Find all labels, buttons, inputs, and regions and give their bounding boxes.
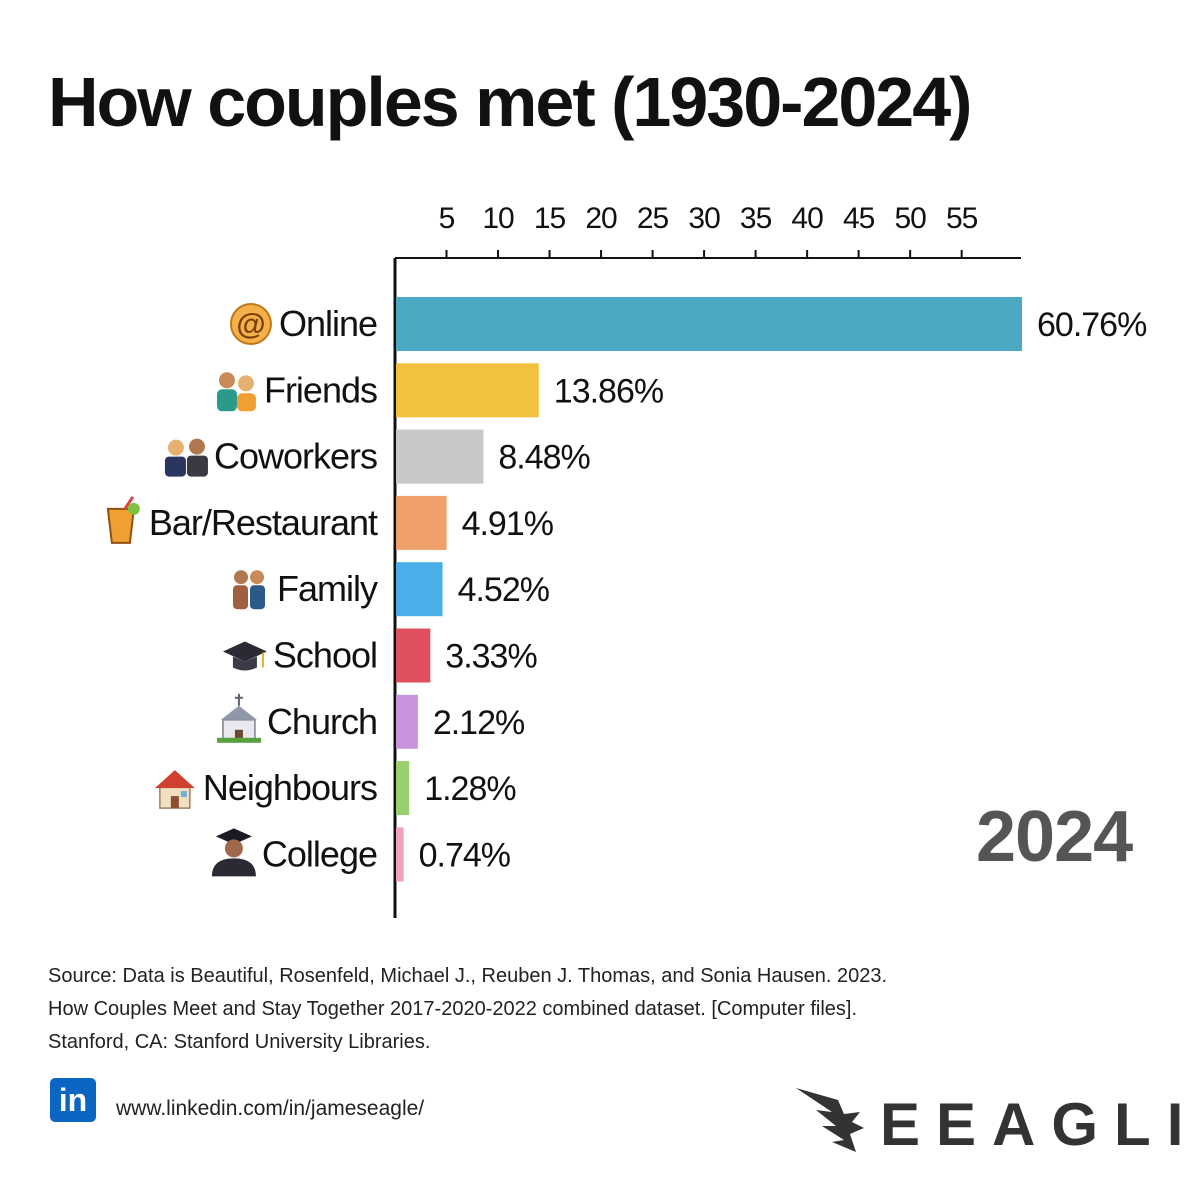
- x-tick-label: 10: [482, 202, 514, 235]
- category-label: Family: [277, 568, 378, 609]
- bar: [396, 495, 447, 550]
- bar: [396, 562, 443, 617]
- x-tick-label: 55: [946, 202, 978, 235]
- source-line: Source: Data is Beautiful, Rosenfeld, Mi…: [48, 965, 888, 987]
- bar-chart: 5 10 15 20 25 30 35 40 45 50 55 Online Friends Cowor…: [106, 202, 1148, 918]
- value-label: 8.48%: [498, 439, 590, 477]
- church-icon: [216, 693, 261, 743]
- value-label: 3.33%: [445, 638, 537, 676]
- x-tick-label: 5: [439, 202, 455, 235]
- x-tick-label: 30: [688, 202, 720, 235]
- category-label: College: [262, 833, 377, 874]
- x-tick-label: 20: [585, 202, 617, 235]
- svg-text:@: @: [236, 308, 265, 341]
- value-label: 60.76%: [1037, 306, 1147, 344]
- bar: [396, 628, 431, 683]
- category-label: Coworkers: [214, 436, 377, 477]
- chart-title: How couples met (1930-2024): [48, 63, 972, 141]
- value-labels: 60.76% 13.86% 8.48% 4.91% 4.52% 3.33% 2.12% 1.2…: [419, 306, 1148, 874]
- at-sign-icon: @: [229, 303, 272, 345]
- category-label: School: [273, 635, 377, 676]
- value-label: 4.91%: [462, 505, 554, 543]
- value-label: 1.28%: [424, 770, 516, 808]
- source-line: Stanford, CA: Stanford University Librar…: [48, 1031, 431, 1053]
- coworkers-icon: [164, 438, 208, 477]
- bar: [396, 761, 410, 816]
- eagle-logo-icon: [796, 1088, 864, 1152]
- bar: [396, 363, 539, 418]
- value-label: 4.52%: [458, 571, 550, 609]
- x-tick-label: 50: [894, 202, 926, 235]
- value-label: 0.74%: [419, 836, 511, 874]
- category-label: Friends: [264, 369, 377, 410]
- category-labels: Online Friends Coworkers Bar/Restaurant Fami…: [149, 303, 379, 874]
- year-label: 2024: [976, 797, 1133, 877]
- drink-icon: [106, 496, 140, 544]
- bar: [396, 827, 404, 882]
- source-line: How Couples Meet and Stay Together 2017-…: [48, 998, 858, 1020]
- x-tick-label: 45: [843, 202, 875, 235]
- category-icons: @: [106, 303, 272, 877]
- linkedin-url[interactable]: www.linkedin.com/in/jameseagle/: [116, 1097, 425, 1120]
- category-label: Church: [267, 701, 377, 742]
- x-tick-label: 15: [534, 202, 566, 235]
- brand-name: EEAGLI: [880, 1091, 1200, 1158]
- graduate-icon: [211, 828, 256, 877]
- friends-icon: [216, 372, 256, 412]
- source-note: Source: Data is Beautiful, Rosenfeld, Mi…: [48, 960, 1148, 1059]
- x-tick-label: 25: [637, 202, 669, 235]
- x-tick-label: 40: [791, 202, 823, 235]
- linkedin-icon[interactable]: in: [50, 1078, 96, 1122]
- bar: [396, 429, 484, 484]
- graduation-cap-icon: [222, 641, 267, 671]
- category-label: Neighbours: [203, 767, 377, 808]
- x-axis: 5 10 15 20 25 30 35 40 45 50 55: [393, 202, 1021, 918]
- value-label: 13.86%: [554, 372, 664, 410]
- value-label: 2.12%: [433, 704, 525, 742]
- bars: [396, 297, 1022, 882]
- family-icon: [233, 570, 265, 610]
- category-label: Online: [279, 303, 377, 344]
- bar: [396, 694, 418, 749]
- house-icon: [154, 770, 195, 809]
- bar: [396, 297, 1022, 351]
- category-label: Bar/Restaurant: [149, 502, 378, 543]
- x-tick-label: 35: [740, 202, 772, 235]
